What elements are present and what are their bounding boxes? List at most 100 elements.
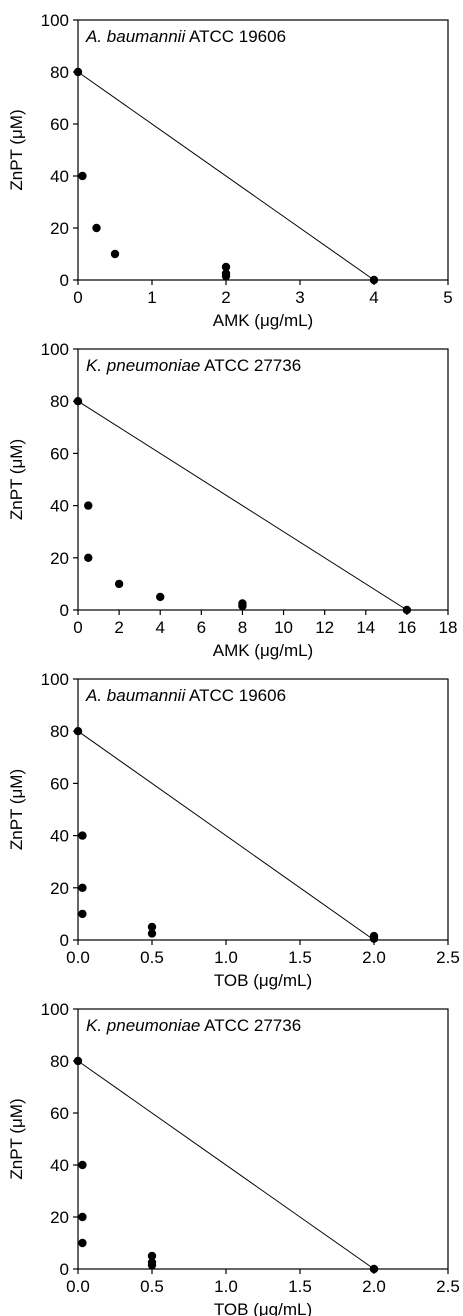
x-tick-label: 4 <box>155 618 164 637</box>
x-tick-label: 1.5 <box>288 1277 312 1296</box>
y-tick-label: 100 <box>41 340 69 359</box>
y-axis-label: ZnPT (μM) <box>7 1098 26 1179</box>
x-tick-label: 2 <box>221 288 230 307</box>
y-tick-label: 40 <box>50 167 69 186</box>
x-tick-label: 0.0 <box>66 948 90 967</box>
data-point <box>147 922 157 932</box>
data-point <box>110 249 120 259</box>
x-tick-label: 4 <box>369 288 378 307</box>
y-tick-label: 0 <box>60 931 69 950</box>
data-point <box>78 1238 87 1248</box>
data-point <box>92 223 101 233</box>
y-tick-label: 20 <box>50 549 69 568</box>
panel-title: K. pneumoniae ATCC 27736 <box>86 1016 301 1035</box>
data-point <box>84 501 93 510</box>
y-tick-label: 100 <box>41 1000 69 1019</box>
data-point <box>221 262 231 272</box>
data-point <box>78 883 87 892</box>
panel-title: A. baumannii ATCC 19606 <box>85 686 286 705</box>
x-tick-label: 0.5 <box>140 948 164 967</box>
data-point <box>73 1056 83 1066</box>
y-tick-label: 0 <box>60 1260 69 1279</box>
y-tick-label: 0 <box>60 601 69 620</box>
x-tick-label: 2.0 <box>362 948 386 967</box>
chart-panel-3: 0 20 40 60 80 100 0.0 0.5 1.0 1.5 2.0 2.5 TOB (μg/mL… <box>7 670 460 990</box>
data-point <box>78 171 87 181</box>
data-point <box>147 1260 157 1270</box>
plot-frame <box>77 678 449 941</box>
isobole-line <box>77 1060 375 1270</box>
y-tick-label: 40 <box>50 827 69 846</box>
panel-title: K. pneumoniae ATCC 27736 <box>86 356 301 375</box>
y-tick-label: 40 <box>50 1156 69 1175</box>
y-tick-label: 60 <box>50 1104 69 1123</box>
data-point <box>78 1212 87 1222</box>
x-tick-label: 1.5 <box>288 948 312 967</box>
x-tick-label: 5 <box>443 288 452 307</box>
y-tick-label: 80 <box>50 1052 69 1071</box>
x-axis-label: TOB (μg/mL) <box>214 1300 312 1316</box>
x-tick-label: 2.0 <box>362 1277 386 1296</box>
data-point <box>402 605 412 615</box>
chart-panel-4: 0 20 40 60 80 100 0.0 0.5 1.0 1.5 2.0 2.5 TOB (μg/mL… <box>7 1000 460 1316</box>
panel-title-species: A. baumannii <box>85 27 186 46</box>
data-point <box>78 1160 87 1170</box>
data-point <box>73 397 83 406</box>
data-point <box>369 275 379 285</box>
x-axis-label: AMK (μg/mL) <box>213 311 313 330</box>
x-tick-label: 18 <box>439 618 458 637</box>
y-axis-label: ZnPT (μM) <box>7 439 26 520</box>
panel-title-species: K. pneumoniae <box>86 356 200 375</box>
panel-title-species: K. pneumoniae <box>86 1016 200 1035</box>
x-tick-label: 16 <box>397 618 416 637</box>
x-tick-label: 1 <box>147 288 156 307</box>
chart-panel-2: 0 20 40 60 80 100 0 2 4 6 8 10 12 14 16 18 AMK (μg/mL) Zn… <box>7 340 457 660</box>
x-tick-label: 0 <box>73 618 82 637</box>
y-tick-label: 100 <box>41 670 69 689</box>
y-tick-label: 20 <box>50 1208 69 1227</box>
panel-title-strain: ATCC 27736 <box>200 1016 301 1035</box>
data-point <box>78 831 87 840</box>
panel-title-strain: ATCC 27736 <box>200 356 301 375</box>
x-tick-label: 2.5 <box>436 948 460 967</box>
y-tick-label: 60 <box>50 774 69 793</box>
chart-panel-1: 0 20 40 60 80 100 0 1 2 3 4 5 AMK (μg/mL) ZnPT (μM) A.… <box>7 11 453 330</box>
x-tick-label: 0 <box>73 288 82 307</box>
isobole-line <box>77 400 408 611</box>
plot-frame <box>77 1008 449 1270</box>
data-point <box>369 1264 379 1274</box>
y-tick-label: 0 <box>60 271 69 290</box>
plot-frame <box>77 19 449 281</box>
isobole-line <box>77 71 375 281</box>
panel-title: A. baumannii ATCC 19606 <box>85 27 286 46</box>
x-tick-label: 6 <box>197 618 206 637</box>
x-tick-label: 1.0 <box>214 948 238 967</box>
x-tick-label: 0.0 <box>66 1277 90 1296</box>
panel-title-species: A. baumannii <box>85 686 186 705</box>
y-axis-label: ZnPT (μM) <box>7 109 26 190</box>
x-tick-label: 1.0 <box>214 1277 238 1296</box>
data-point <box>147 1251 157 1261</box>
plot-frame <box>77 348 449 611</box>
y-axis-label: ZnPT (μM) <box>7 769 26 850</box>
x-tick-label: 0.5 <box>140 1277 164 1296</box>
data-point <box>84 553 93 562</box>
y-tick-label: 80 <box>50 63 69 82</box>
x-tick-label: 12 <box>315 618 334 637</box>
x-tick-label: 14 <box>356 618 375 637</box>
data-point <box>156 592 165 602</box>
data-point <box>147 929 157 938</box>
y-tick-label: 20 <box>50 219 69 238</box>
data-point <box>114 579 124 589</box>
data-point <box>221 271 231 281</box>
x-tick-label: 2 <box>114 618 123 637</box>
data-point <box>73 727 83 736</box>
y-tick-label: 100 <box>41 11 69 30</box>
y-tick-label: 20 <box>50 879 69 898</box>
isobole-line <box>77 730 375 941</box>
data-point <box>73 67 83 77</box>
y-tick-label: 60 <box>50 115 69 134</box>
panel-title-strain: ATCC 19606 <box>185 686 286 705</box>
y-tick-label: 40 <box>50 497 69 516</box>
